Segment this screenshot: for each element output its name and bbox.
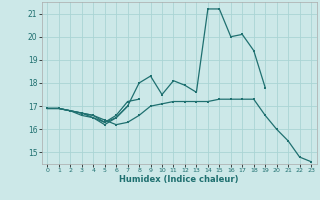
X-axis label: Humidex (Indice chaleur): Humidex (Indice chaleur) <box>119 175 239 184</box>
